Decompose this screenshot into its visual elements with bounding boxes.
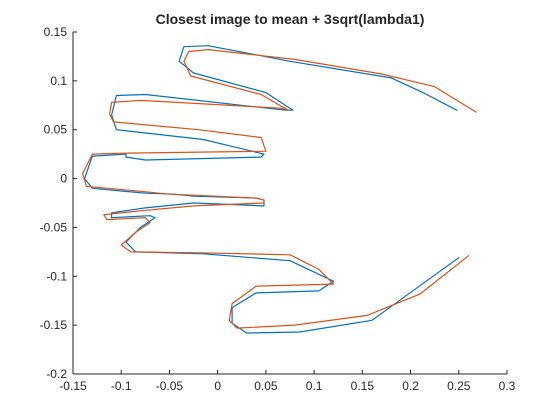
y-tick-label: -0.2 bbox=[46, 367, 67, 381]
x-tick-label: -0.1 bbox=[111, 379, 132, 393]
y-tick-label: -0.15 bbox=[40, 318, 68, 332]
x-tick-label: -0.15 bbox=[59, 379, 87, 393]
y-tick-label: -0.05 bbox=[40, 220, 68, 234]
x-tick-label: 0.15 bbox=[351, 379, 375, 393]
series-line-2 bbox=[81, 48, 477, 329]
x-tick-label: 0.05 bbox=[254, 379, 278, 393]
x-tick-label: 0.1 bbox=[306, 379, 323, 393]
y-tick-label: 0 bbox=[60, 172, 67, 186]
y-tick-label: 0.05 bbox=[44, 123, 68, 137]
y-tick-label: 0.15 bbox=[44, 25, 68, 39]
axes: -0.15 -0.1 -0.05 0 0.05 0.1 0.15 0.2 0.25 0.3 -0.2… bbox=[40, 25, 516, 393]
series-layer bbox=[81, 45, 477, 334]
y-tick-label: 0.1 bbox=[50, 74, 67, 88]
chart-title: Closest image to mean + 3sqrt(lambda1) bbox=[156, 11, 425, 27]
x-tick-label: 0.25 bbox=[447, 379, 471, 393]
x-tick-label: 0 bbox=[214, 379, 221, 393]
y-tick-label: -0.1 bbox=[46, 269, 67, 283]
series-line-1 bbox=[83, 45, 460, 334]
x-tick-label: 0.2 bbox=[402, 379, 419, 393]
x-tick-label: -0.05 bbox=[156, 379, 184, 393]
x-tick-label: 0.3 bbox=[499, 379, 516, 393]
